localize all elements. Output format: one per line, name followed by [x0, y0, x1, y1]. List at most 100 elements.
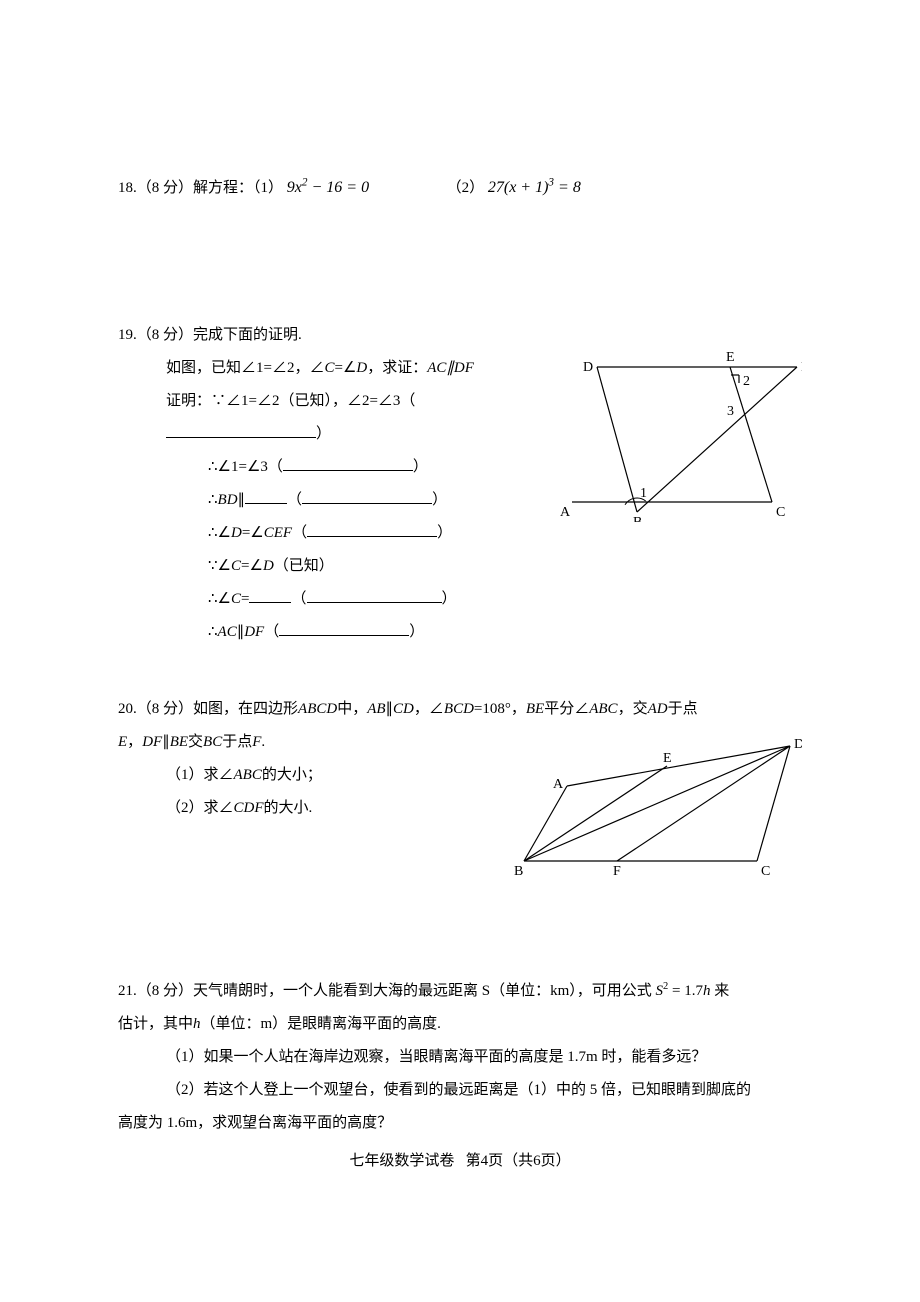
svg-text:F: F	[801, 360, 802, 375]
q19-given-C: C	[324, 360, 334, 376]
q19-l5D: D	[263, 558, 274, 574]
q21-t2: 来	[714, 983, 729, 999]
q19-l6b: =	[241, 591, 249, 607]
q20-diagram: ABCDEF	[512, 731, 802, 881]
page-footer: 七年级数学试卷 第4页（共6页）	[0, 1149, 920, 1170]
q19-l7AC: AC	[218, 624, 237, 640]
q21-l2: 估计，其中	[118, 1016, 193, 1032]
svg-text:E: E	[726, 350, 735, 365]
q21-p2a: （2）若这个人登上一个观望台，使看到的最远距离是（1）中的 5 倍，已知眼睛到脚…	[118, 1074, 802, 1107]
q20-p1-l: （1）求∠	[166, 767, 234, 783]
q19-l4d: ）	[437, 525, 452, 541]
q19-l4CEF: CEF	[264, 525, 292, 541]
q20-l2-par: ∥	[162, 734, 170, 750]
q21-h: h	[703, 983, 711, 999]
q20-p2-CDF: CDF	[234, 800, 264, 816]
q21-l2h: h	[193, 1016, 201, 1032]
q19-l7a: ∴	[208, 624, 218, 640]
q20-l2-DF: DF	[142, 734, 162, 750]
blank-l6b	[307, 587, 442, 604]
q20-l2-BC: BC	[203, 734, 222, 750]
svg-text:3: 3	[727, 404, 734, 419]
q19-l6C: C	[231, 591, 241, 607]
svg-text:C: C	[761, 864, 770, 879]
q19-l4a: ∴∠	[208, 525, 231, 541]
q20-number: 20.	[118, 701, 137, 717]
q20-p1-t: 的大小；	[262, 767, 322, 783]
q19-given-mid: =∠	[334, 360, 356, 376]
q19-l5C: C	[231, 558, 241, 574]
blank-l3a	[245, 488, 287, 505]
q20-t6: ，交	[618, 701, 648, 717]
q19-l2b: ）	[413, 459, 428, 475]
q20-l2-c: ，	[127, 734, 142, 750]
q19-l3c: （	[287, 492, 302, 508]
q19-l1a: ∵∠1=∠2（已知），∠2=∠3（	[211, 393, 415, 409]
q21-number: 21.	[118, 983, 137, 999]
q19-l4b: =∠	[242, 525, 264, 541]
q19-prompt: 完成下面的证明.	[193, 327, 302, 343]
q20-t3: ，∠	[414, 701, 444, 717]
q19-points: （8 分）	[137, 327, 193, 343]
q21-t1: 天气晴朗时，一个人能看到大海的最远距离 S（单位：km），可用公式	[193, 983, 652, 999]
q19-l4D: D	[231, 525, 242, 541]
q21-eq: = 1.7	[672, 983, 703, 999]
q20-para: ∥	[386, 701, 394, 717]
q18-p2-label: （2）	[447, 180, 485, 196]
q21-S: S	[656, 983, 664, 999]
blank-l3b	[302, 488, 432, 505]
q20-CD: CD	[393, 701, 414, 717]
blank-l4	[307, 521, 437, 538]
q19-proof-label: 证明：	[166, 393, 211, 409]
blank-l1	[166, 422, 316, 439]
q20-l2-BE: BE	[170, 734, 188, 750]
q20-p2-l: （2）求∠	[166, 800, 234, 816]
q20-BCD: BCD	[444, 701, 474, 717]
svg-text:1: 1	[640, 486, 647, 501]
q20-t4: =108°，	[474, 701, 526, 717]
q20-BE: BE	[526, 701, 544, 717]
q19-l1b: ）	[316, 426, 331, 442]
q19-toprove: AC∥DF	[427, 360, 474, 376]
svg-text:A: A	[560, 505, 571, 520]
q18-number: 18.	[118, 180, 137, 196]
q19-diagram: ABCDEF123	[557, 319, 802, 522]
q18-p1-label: （1）	[253, 180, 283, 196]
q20-l2-E: E	[118, 734, 127, 750]
q18-prompt: 解方程：	[193, 180, 253, 196]
q21-p1: （1）如果一个人站在海岸边观察，当眼睛离海平面的高度是 1.7m 时，能看多远？	[118, 1041, 802, 1074]
q20-t1: 如图，在四边形	[193, 701, 298, 717]
q20-AD: AD	[648, 701, 668, 717]
q19-l6c: （	[291, 591, 306, 607]
q20-points: （8 分）	[137, 701, 193, 717]
question-21: 21.（8 分）天气晴朗时，一个人能看到大海的最远距离 S（单位：km），可用公…	[118, 975, 802, 1140]
q21-points: （8 分）	[137, 983, 193, 999]
q19-number: 19.	[118, 327, 137, 343]
q19-l6a: ∴∠	[208, 591, 231, 607]
q19-l3a: ∴	[208, 492, 218, 508]
q20-l2-t1: 交	[188, 734, 203, 750]
footer-a: 七年级数学试卷	[349, 1153, 454, 1169]
q18-points: （8 分）	[137, 180, 193, 196]
q19-given-suf: ，求证：	[367, 360, 427, 376]
q19-l3bd: BD	[218, 492, 238, 508]
q20-l2-F: F	[252, 734, 261, 750]
question-18: 18.（8 分）解方程：（1） 9x2 − 16 = 0 （2） 27(x + …	[118, 170, 802, 205]
q19-l4c: （	[292, 525, 307, 541]
question-20: 20.（8 分）如图，在四边形ABCD中，AB∥CD，∠BCD=108°，BE平…	[118, 693, 802, 881]
blank-l6a	[249, 587, 291, 604]
svg-text:D: D	[583, 360, 593, 375]
q19-given-pre: 如图，已知∠1=∠2，∠	[166, 360, 324, 376]
q19-l5a: ∵∠	[208, 558, 231, 574]
q20-AB: AB	[367, 701, 385, 717]
q20-t5: 平分∠	[544, 701, 589, 717]
q19-l3b: ∥	[238, 492, 246, 508]
q19-l5c: （已知）	[274, 558, 334, 574]
q19-l7DF: DF	[244, 624, 264, 640]
q19-l6d: ）	[442, 591, 457, 607]
q20-l2-t2: 于点	[222, 734, 252, 750]
q21-l2t: （单位：m）是眼睛离海平面的高度.	[201, 1016, 441, 1032]
svg-text:B: B	[514, 864, 523, 879]
q20-ABC: ABC	[589, 701, 617, 717]
q20-p1-ABC: ABC	[234, 767, 262, 783]
